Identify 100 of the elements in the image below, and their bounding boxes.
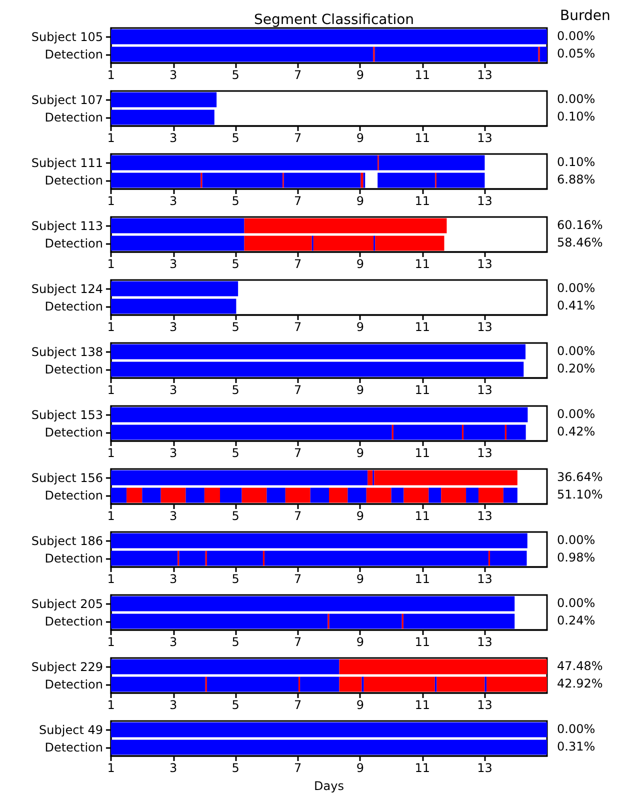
bar (486, 676, 547, 692)
text: 60.16% (557, 218, 603, 232)
bar (366, 488, 392, 503)
text: 0.42% (557, 424, 596, 438)
y-tick-label: Subject 124 (31, 282, 103, 296)
x-tick-label: 13 (477, 68, 492, 82)
y-tick-label: Detection (44, 362, 103, 376)
bar (111, 488, 127, 503)
x-tick-label: 7 (294, 320, 302, 334)
x-tick-label: 3 (169, 68, 178, 82)
x-tick-label: 7 (294, 68, 302, 82)
y-tick-label: Detection (44, 173, 103, 188)
x-tick-label: 3 (169, 698, 178, 712)
x-tick-label: 9 (356, 194, 364, 208)
x-tick-label: 11 (414, 509, 430, 523)
x-tick-label: 3 (169, 131, 178, 145)
bar (503, 488, 518, 503)
x-tick-label: 9 (356, 572, 364, 586)
bar (478, 488, 504, 503)
x-tick-label: 7 (294, 509, 302, 523)
text: 6.88% (557, 172, 596, 186)
x-tick-label: 13 (477, 194, 492, 208)
x-tick-label: 1 (107, 68, 115, 82)
y-tick-label: Subject 107 (31, 92, 103, 107)
x-tick-label: 5 (232, 383, 240, 397)
x-tick-label: 1 (107, 509, 115, 523)
bar (266, 488, 286, 503)
y-tick-label: Detection (44, 488, 103, 502)
bar (111, 596, 515, 612)
x-tick-label: 7 (294, 257, 302, 271)
text: 0.31% (557, 739, 596, 754)
bar (111, 659, 340, 674)
x-tick-label: 3 (169, 257, 178, 271)
bar (441, 488, 466, 503)
bar (466, 488, 478, 503)
x-tick-label: 5 (232, 572, 240, 586)
text: 0.00% (557, 406, 596, 421)
x-tick-label: 5 (232, 509, 240, 523)
bar (142, 488, 161, 503)
x-tick-label: 9 (356, 698, 364, 712)
x-tick-label: 13 (477, 761, 492, 775)
bar (111, 533, 528, 548)
x-tick-label: 13 (477, 698, 492, 712)
x-tick-label: 9 (356, 446, 364, 460)
x-tick-label: 1 (107, 194, 115, 208)
x-tick-label: 7 (294, 446, 302, 460)
text: 0.00% (557, 596, 596, 610)
y-tick-label: Detection (44, 47, 103, 62)
bar (436, 676, 485, 692)
x-tick-label: 11 (414, 131, 430, 145)
bar (391, 488, 404, 503)
bar (285, 488, 310, 503)
y-tick-label: Subject 186 (31, 534, 103, 548)
x-tick-label: 1 (107, 320, 115, 334)
x-tick-label: 13 (477, 509, 492, 523)
x-tick-label: 7 (294, 572, 302, 586)
y-tick-label: Subject 138 (31, 344, 103, 359)
text: 0.00% (557, 722, 596, 736)
text: 0.10% (557, 109, 596, 124)
x-tick-label: 13 (477, 635, 492, 649)
x-tick-label: 1 (107, 572, 115, 586)
x-tick-label: 13 (477, 131, 492, 145)
bar (111, 218, 244, 234)
x-tick-label: 3 (169, 572, 178, 586)
x-tick-label: 5 (232, 761, 240, 775)
y-tick-label: Detection (44, 740, 103, 754)
x-tick-label: 9 (356, 257, 364, 271)
x-tick-label: 11 (414, 446, 430, 460)
x-tick-label: 3 (169, 509, 178, 523)
text: 42.92% (557, 676, 603, 690)
x-tick-label: 13 (477, 446, 492, 460)
bar (126, 488, 142, 503)
x-tick-label: 5 (232, 320, 240, 334)
bar (111, 407, 528, 422)
x-tick-label: 11 (414, 68, 430, 82)
bar (111, 29, 547, 44)
text: 0.00% (557, 92, 596, 106)
x-tick-label: 9 (356, 320, 364, 334)
text: 0.20% (557, 361, 596, 376)
text: 0.00% (557, 344, 596, 358)
x-tick-label: 7 (294, 194, 302, 208)
bar (348, 488, 366, 503)
x-tick-label: 13 (477, 572, 492, 586)
bar (339, 676, 362, 692)
x-tick-label: 7 (294, 698, 302, 712)
text: 0.00% (557, 532, 596, 547)
x-tick-label: 3 (169, 383, 178, 397)
y-tick-label: Subject 153 (31, 408, 103, 422)
bar (204, 488, 220, 503)
bar (220, 488, 242, 503)
bar (111, 46, 374, 62)
x-tick-label: 1 (107, 446, 115, 460)
bar (186, 488, 204, 503)
x-axis-title: Days (314, 779, 344, 793)
bar (364, 676, 435, 692)
y-tick-label: Subject 49 (39, 722, 103, 737)
x-tick-label: 3 (169, 194, 178, 208)
x-tick-label: 11 (414, 572, 430, 586)
x-tick-label: 1 (107, 131, 115, 145)
x-tick-label: 5 (232, 131, 240, 145)
